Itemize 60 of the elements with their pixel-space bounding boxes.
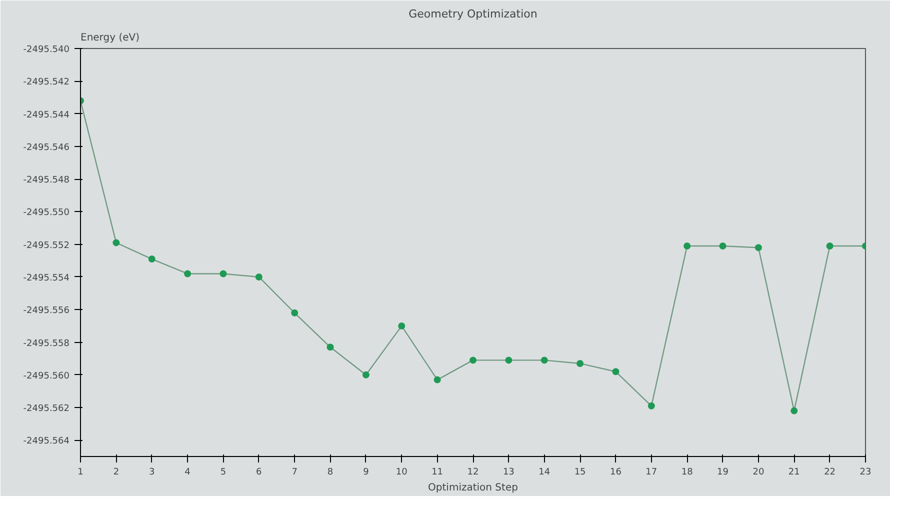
x-tick-label: 2	[113, 468, 120, 478]
x-tick-label: 1	[78, 468, 84, 478]
x-tick-label: 13	[502, 468, 514, 478]
chart-title: Geometry Optimization	[408, 8, 538, 20]
x-tick-label: 5	[220, 468, 226, 478]
y-tick-label: -2495.546	[23, 142, 70, 153]
y-axis-title: Energy (eV)	[80, 32, 140, 44]
point	[505, 356, 512, 364]
point	[148, 256, 156, 263]
y-tick-label: -2495.564	[23, 436, 70, 447]
x-tick-label: 23	[860, 468, 872, 478]
y-tick-label: -2495.542	[23, 78, 70, 88]
x-axis-title: Optimization Step	[428, 482, 518, 494]
point	[540, 356, 548, 364]
x-tick-label: 8	[327, 468, 334, 478]
point	[434, 376, 441, 384]
y-tick-label: -2495.540	[23, 45, 70, 55]
x-tick-label: 12	[467, 468, 479, 478]
point	[754, 244, 762, 252]
point	[790, 407, 798, 414]
y-tick-label: -2495.560	[23, 371, 70, 382]
point	[326, 344, 334, 351]
x-tick-label: 6	[256, 468, 262, 478]
y-tick-label: -2495.552	[23, 240, 70, 251]
point	[362, 371, 370, 378]
x-tick-label: 14	[538, 468, 550, 478]
x-tick-label: 18	[681, 468, 694, 478]
x-tick-label: 15	[574, 468, 586, 478]
point	[220, 270, 227, 278]
point	[470, 356, 476, 364]
y-tick-label: -2495.556	[23, 306, 70, 316]
y-tick-label: -2495.554	[23, 273, 70, 284]
point	[612, 368, 620, 376]
x-tick-label: 9	[363, 468, 370, 478]
x-tick-label: 16	[610, 468, 622, 478]
x-tick-label: 20	[752, 468, 764, 478]
point	[398, 322, 406, 330]
point	[719, 242, 726, 250]
x-tick-label: 4	[184, 468, 191, 478]
point	[684, 242, 691, 250]
point	[184, 270, 192, 278]
x-tick-label: 11	[432, 468, 444, 478]
x-tick-label: 10	[396, 468, 408, 478]
point	[648, 402, 655, 410]
y-tick-label: -2495.550	[23, 208, 70, 218]
point	[291, 309, 298, 316]
point	[112, 239, 120, 246]
y-tick-label: -2495.562	[23, 404, 70, 414]
point	[255, 273, 262, 280]
y-tick-label: -2495.558	[23, 338, 70, 349]
x-tick-label: 7	[292, 468, 298, 478]
x-tick-label: 3	[149, 468, 155, 478]
y-tick-label: -2495.544	[23, 110, 70, 120]
x-tick-label: 22	[824, 468, 836, 478]
x-tick-label: 19	[717, 468, 729, 478]
x-tick-label: 17	[646, 468, 658, 478]
x-tick-label: 21	[788, 468, 800, 478]
point	[576, 360, 584, 367]
point	[826, 242, 834, 250]
y-tick-label: -2495.548	[23, 176, 70, 186]
